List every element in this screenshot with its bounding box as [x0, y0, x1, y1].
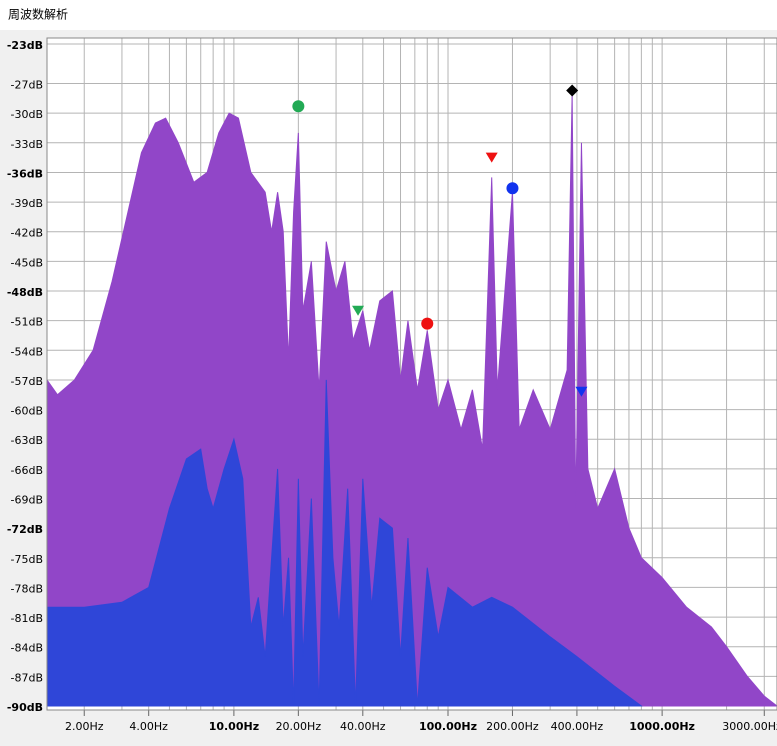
x-tick-label: 400.00Hz — [551, 720, 604, 733]
x-tick-label: 20.00Hz — [276, 720, 322, 733]
y-tick-label: -57dB — [11, 375, 44, 388]
marker — [566, 84, 579, 97]
y-tick-label: -78dB — [11, 582, 44, 595]
y-tick-label: -87dB — [11, 671, 44, 684]
x-tick-label: 200.00Hz — [486, 720, 539, 733]
marker — [292, 100, 305, 113]
marker — [421, 317, 434, 330]
x-tick-label: 100.00Hz — [419, 720, 477, 733]
y-tick-label: -66dB — [11, 464, 44, 477]
title-bar — [0, 0, 777, 30]
window-title: 周波数解析 — [8, 7, 68, 22]
plot-border — [46, 37, 777, 711]
x-tick-label: 1000.00Hz — [629, 720, 695, 733]
y-tick-label: -33dB — [11, 138, 44, 151]
y-tick-label: -51dB — [11, 316, 44, 329]
x-tick-label: 4.00Hz — [129, 720, 168, 733]
y-tick-label: -45dB — [11, 256, 44, 269]
y-tick-label: -60dB — [11, 405, 44, 418]
y-tick-label: -84dB — [11, 642, 44, 655]
y-tick-label: -63dB — [11, 434, 44, 447]
y-tick-label: -27dB — [11, 79, 44, 92]
y-tick-label: -75dB — [11, 553, 44, 566]
y-tick-label: -90dB — [7, 701, 43, 714]
x-tick-label: 40.00Hz — [340, 720, 386, 733]
y-tick-label: -69dB — [11, 494, 44, 507]
y-tick-label: -23dB — [7, 39, 43, 52]
spectrum-area — [46, 379, 643, 707]
y-tick-label: -42dB — [11, 227, 44, 240]
y-tick-label: -54dB — [11, 345, 44, 358]
y-tick-label: -39dB — [11, 197, 44, 210]
y-tick-label: -81dB — [11, 612, 44, 625]
x-tick-label: 10.00Hz — [209, 720, 259, 733]
y-tick-label: -36dB — [7, 167, 43, 180]
x-tick-label: 3000.00Hz — [722, 720, 777, 733]
marker — [575, 386, 588, 397]
marker — [485, 152, 498, 163]
marker — [352, 305, 365, 316]
y-tick-label: -72dB — [7, 523, 43, 536]
marker — [506, 182, 519, 195]
y-tick-label: -48dB — [7, 286, 43, 299]
x-tick-label: 2.00Hz — [65, 720, 104, 733]
y-tick-label: -30dB — [11, 108, 44, 121]
